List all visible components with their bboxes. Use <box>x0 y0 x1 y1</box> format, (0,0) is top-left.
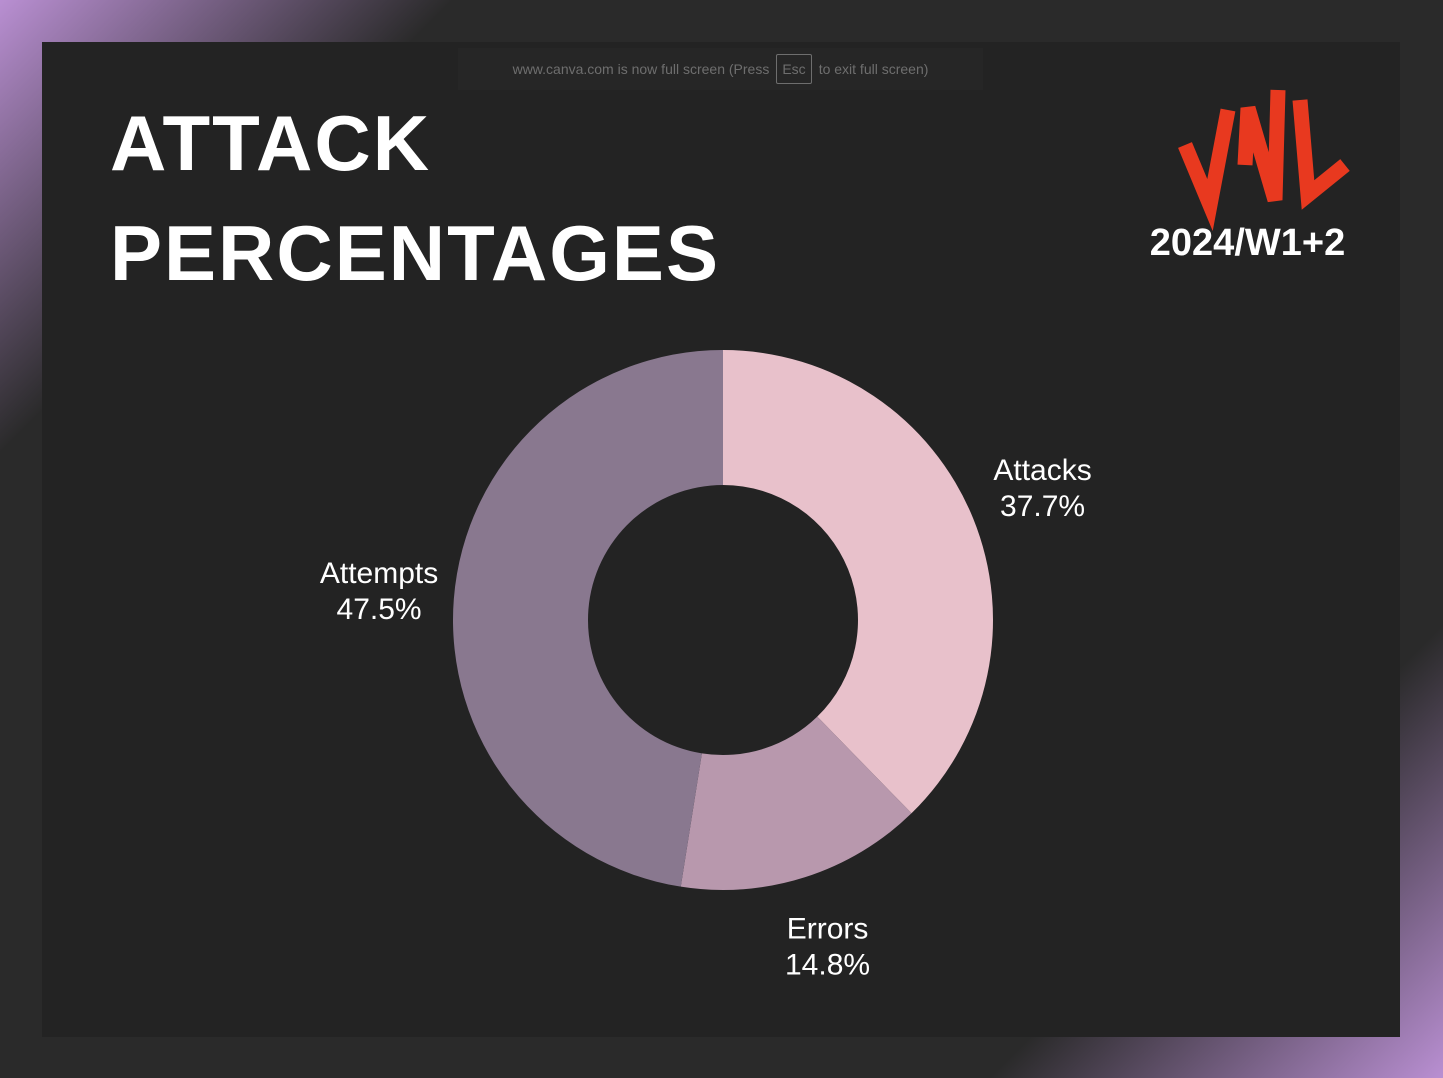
subtitle: 2024/W1+2 <box>1149 222 1346 264</box>
notice-key: Esc <box>776 54 812 84</box>
slice-label: Errors <box>787 913 869 946</box>
value-label: 37.7% <box>1000 490 1085 523</box>
value-label: 47.5% <box>337 593 422 626</box>
fullscreen-notice: www.canva.com is now full screen (Press … <box>458 48 983 90</box>
value-label: 14.8% <box>785 949 870 982</box>
slice-label: Attacks <box>993 454 1091 487</box>
slice <box>452 349 723 887</box>
slice-label: Attempts <box>320 557 438 590</box>
slice <box>723 350 993 814</box>
vnl-logo <box>1178 89 1350 231</box>
chart-title: ATTACK PERCENTAGES <box>110 99 720 297</box>
notice-text: www.canva.com is now full screen (Press <box>512 61 770 77</box>
notice-text: to exit full screen) <box>818 61 929 77</box>
slice <box>680 716 912 891</box>
